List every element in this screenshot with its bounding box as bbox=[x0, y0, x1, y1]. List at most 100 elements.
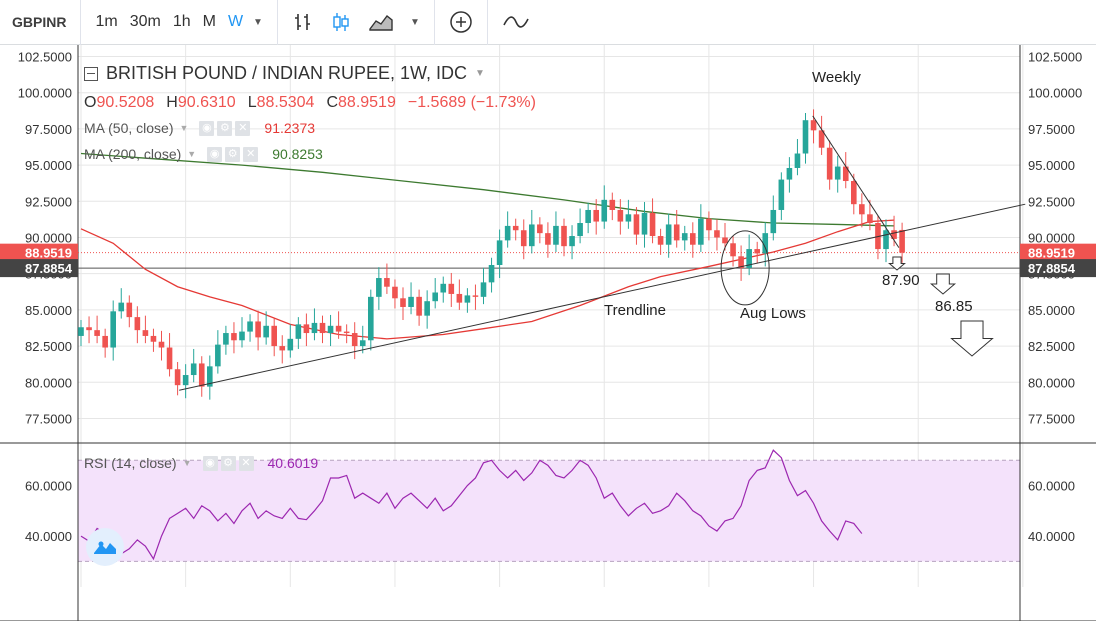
y-tick-label-left: 77.5000 bbox=[25, 411, 72, 426]
ma200-label[interactable]: MA (200, close) bbox=[84, 146, 182, 162]
candle-body bbox=[738, 256, 744, 268]
support-price-text-right: 87.8854 bbox=[1028, 261, 1076, 276]
y-tick-label-left: 97.5000 bbox=[25, 122, 72, 137]
ma50-settings-icon[interactable]: ⚙ bbox=[217, 120, 233, 136]
ma50-caret-down-icon[interactable]: ▼ bbox=[179, 123, 189, 133]
candle-body bbox=[319, 322, 326, 334]
candle-body bbox=[351, 333, 358, 347]
candle-body bbox=[722, 237, 728, 244]
candle-body bbox=[392, 286, 398, 299]
annotation-target-87-90: 87.90 bbox=[882, 272, 920, 289]
interval-1h[interactable]: 1h bbox=[172, 13, 191, 30]
candle-body bbox=[408, 296, 414, 307]
ma50-label[interactable]: MA (50, close) bbox=[84, 120, 174, 136]
y-tick-label-right: 100.0000 bbox=[1028, 86, 1082, 101]
y-tick-label-left: 85.0000 bbox=[25, 303, 72, 318]
candle-body bbox=[770, 209, 777, 234]
candle-body bbox=[681, 233, 688, 241]
candle-body bbox=[247, 321, 253, 332]
last-price-label-right bbox=[1020, 243, 1096, 262]
trendline-ascending bbox=[179, 203, 1026, 391]
candle-body bbox=[279, 346, 286, 351]
interval-m[interactable]: M bbox=[202, 13, 216, 30]
candle-body bbox=[673, 224, 680, 241]
ma50-visibility-icon[interactable]: ◉ bbox=[199, 120, 215, 136]
candle-body bbox=[440, 283, 447, 293]
candle-body bbox=[633, 214, 640, 235]
area-chart-icon[interactable] bbox=[360, 0, 402, 45]
candle-body bbox=[842, 166, 849, 182]
candle-body bbox=[295, 324, 302, 339]
candle-body bbox=[327, 325, 334, 334]
rsi-visibility-icon[interactable]: ◉ bbox=[202, 455, 218, 471]
candle-body bbox=[231, 333, 237, 341]
candle-body bbox=[384, 278, 390, 287]
candle-body bbox=[343, 331, 350, 334]
ma200-remove-icon[interactable]: ✕ bbox=[243, 146, 259, 162]
candle-body bbox=[158, 341, 165, 348]
rsi-settings-icon[interactable]: ⚙ bbox=[220, 455, 236, 471]
candle-body bbox=[335, 325, 342, 332]
candle-body bbox=[649, 212, 656, 237]
candle-body bbox=[657, 236, 664, 245]
candle-body bbox=[553, 225, 559, 245]
rsi-value: 40.6019 bbox=[267, 455, 319, 471]
candle-body bbox=[851, 181, 857, 205]
y-tick-label-right: 95.0000 bbox=[1028, 158, 1075, 173]
tradingview-logo-icon[interactable] bbox=[86, 528, 124, 566]
chart-canvas[interactable]: 102.5000 102.5000 100.0000 100.0000 97.5000 9… bbox=[0, 45, 1096, 621]
y-tick-label-right: 80.0000 bbox=[1028, 375, 1075, 390]
rsi-tick-label-left: 60.0000 bbox=[25, 479, 72, 494]
caret-down-icon[interactable]: ▼ bbox=[409, 16, 420, 28]
bar-chart-icon[interactable] bbox=[284, 0, 322, 45]
candle-body bbox=[585, 209, 591, 224]
title-caret-down-icon[interactable]: ▼ bbox=[475, 68, 485, 79]
add-indicator-icon[interactable] bbox=[441, 0, 481, 45]
ma200-visibility-icon[interactable]: ◉ bbox=[207, 146, 223, 162]
symbol-search[interactable]: GBPINR bbox=[0, 0, 82, 45]
support-price-label-right bbox=[1020, 259, 1096, 278]
interval-w[interactable]: W bbox=[227, 13, 244, 30]
toolbar-divider bbox=[276, 0, 278, 45]
candles-group bbox=[78, 109, 905, 400]
interval-1m[interactable]: 1m bbox=[95, 13, 118, 30]
ma200-settings-icon[interactable]: ⚙ bbox=[225, 146, 241, 162]
ma50-remove-icon[interactable]: ✕ bbox=[235, 120, 251, 136]
support-price-label-left bbox=[0, 259, 78, 278]
collapse-legend-icon[interactable] bbox=[84, 66, 98, 81]
last-price-text-right: 88.9519 bbox=[1028, 246, 1075, 261]
compare-icon[interactable] bbox=[494, 0, 538, 45]
candle-body bbox=[690, 233, 696, 245]
candle-body bbox=[561, 225, 567, 247]
candle-body bbox=[875, 223, 881, 250]
rsi-caret-down-icon[interactable]: ▼ bbox=[182, 458, 192, 468]
y-tick-label-right: 90.0000 bbox=[1028, 230, 1075, 245]
rsi-remove-icon[interactable]: ✕ bbox=[238, 455, 254, 471]
candle-body bbox=[794, 153, 801, 168]
candle-body bbox=[215, 344, 221, 367]
candle-body bbox=[432, 292, 438, 302]
ma200-caret-down-icon[interactable]: ▼ bbox=[187, 149, 197, 159]
candle-body bbox=[368, 296, 374, 341]
candles-icon[interactable] bbox=[322, 0, 360, 45]
last-price-text-left: 88.9519 bbox=[25, 246, 72, 261]
candle-body bbox=[134, 317, 141, 331]
ma200-line bbox=[80, 152, 895, 227]
interval-30m[interactable]: 30m bbox=[129, 13, 161, 30]
rsi-label[interactable]: RSI (14, close) bbox=[84, 455, 177, 471]
candle-body bbox=[617, 209, 624, 222]
ma50-value: 91.2373 bbox=[264, 120, 316, 136]
down-arrow-icon bbox=[950, 320, 994, 357]
candle-body bbox=[359, 340, 366, 347]
interval-caret-down-icon[interactable]: ▼ bbox=[253, 16, 263, 28]
close-label: C bbox=[326, 94, 339, 111]
ma50-legend: MA (50, close) ▼ ◉ ⚙ ✕ 91.2373 bbox=[84, 120, 315, 136]
candle-body bbox=[706, 218, 712, 231]
candle-body bbox=[303, 324, 310, 334]
candle-body bbox=[730, 243, 736, 257]
candle-body bbox=[529, 224, 535, 247]
rsi-band bbox=[78, 460, 1020, 562]
candle-body bbox=[714, 230, 720, 238]
candle-body bbox=[520, 230, 527, 247]
